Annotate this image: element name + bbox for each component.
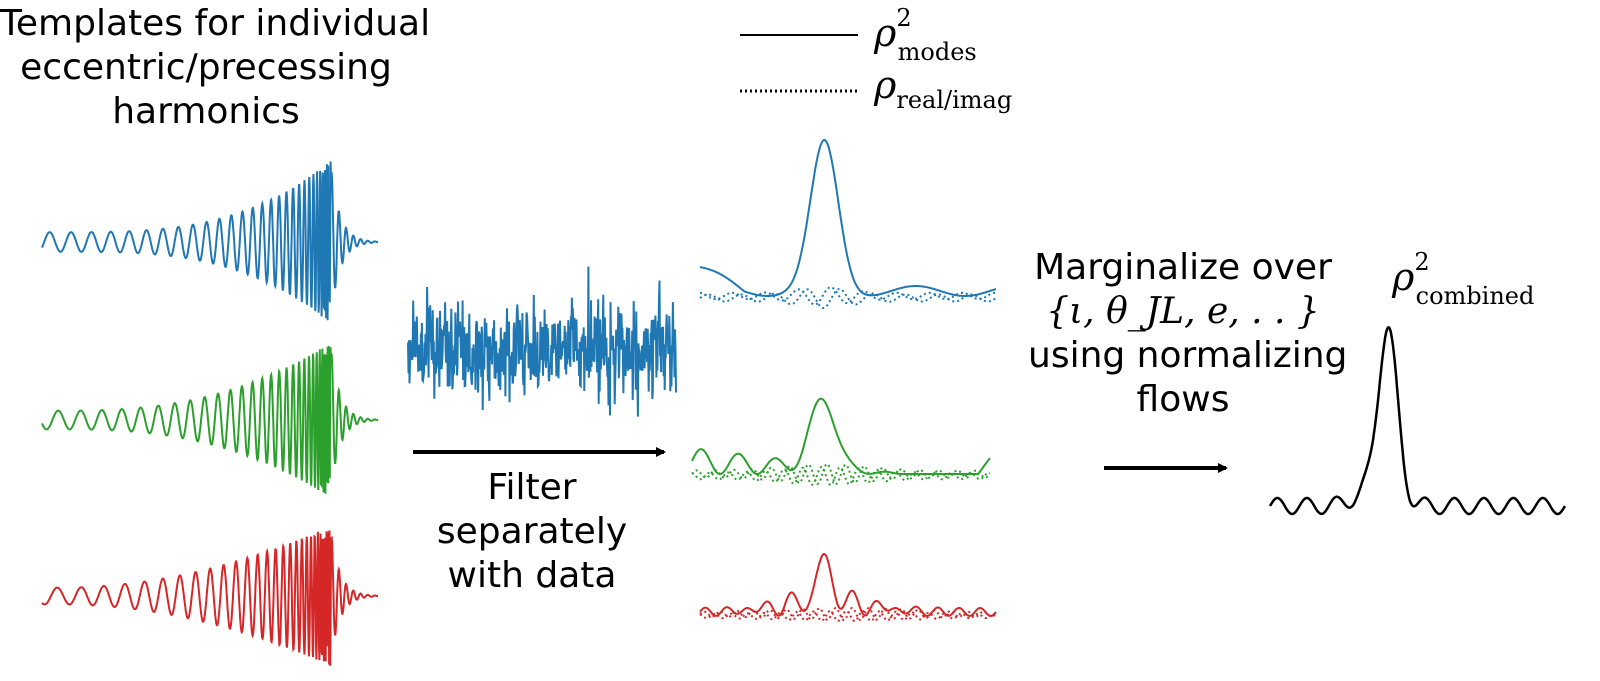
filter-caption: Filter separately with data: [432, 466, 632, 598]
template-waveform-red: [41, 530, 379, 666]
snr-real-imag-red: [699, 606, 997, 622]
templates-caption-line-3: harmonics: [112, 91, 300, 132]
template-waveform-green: [41, 345, 379, 494]
templates-caption: Templates for individual eccentric/prece…: [0, 2, 431, 134]
snr-modes-blue: [699, 138, 997, 297]
snr-real-imag-blue-2: [700, 286, 996, 306]
template-waveform-blue: [41, 161, 379, 321]
marginalize-caption-math: {ι, θ_JL, e, . . }: [1046, 291, 1320, 332]
filter-caption-line-3: with data: [447, 555, 617, 596]
snr-combined-curve: [1268, 326, 1567, 516]
combined-label: ρ2 combined: [1391, 248, 1534, 310]
legend-solid-label: ρ2 modes: [873, 4, 977, 66]
snr-real-imag-red-2: [699, 609, 997, 623]
legend-dotted-label: ρreal/imag: [873, 63, 1012, 114]
snr-modes-green: [691, 397, 991, 475]
data-noise-trace: [407, 266, 677, 417]
marginalize-caption-line-1: Marginalize over: [1034, 247, 1332, 288]
filter-caption-line-1: Filter: [487, 467, 577, 508]
snr-modes-red: [699, 553, 997, 618]
snr-real-imag-green-2: [691, 465, 991, 487]
templates-caption-line-1: Templates for individual: [0, 3, 431, 44]
marginalize-caption-line-3: using normalizing: [1028, 335, 1348, 376]
marginalize-caption: Marginalize over {ι, θ_JL, e, . . } usin…: [1028, 246, 1348, 422]
templates-caption-line-2: eccentric/precessing: [20, 47, 392, 88]
marginalize-caption-line-4: flows: [1136, 379, 1230, 420]
snr-real-imag-green: [691, 462, 991, 485]
filter-caption-line-2: separately: [436, 511, 628, 552]
